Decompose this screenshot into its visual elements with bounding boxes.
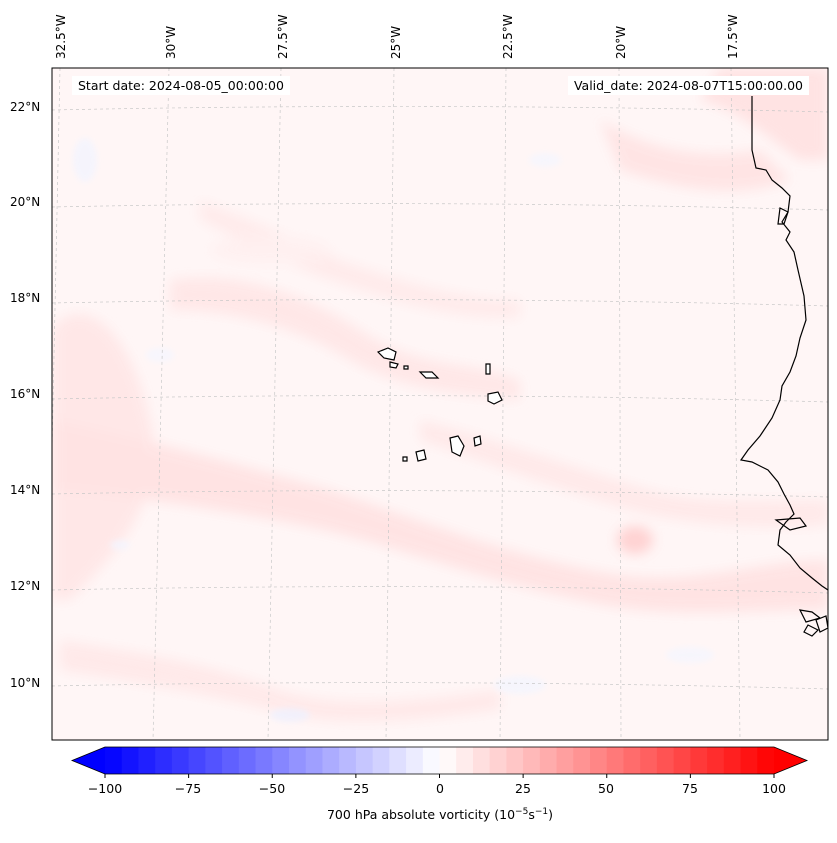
colorbar-segment [171, 747, 190, 774]
colorbar-segment [640, 747, 658, 774]
colorbar-segment [255, 747, 273, 774]
lat-label: 20°N [10, 195, 41, 209]
colorbar-segment [305, 747, 324, 774]
colorbar-segment [138, 747, 156, 774]
colorbar-segment [222, 747, 240, 774]
colorbar-tick-label: −25 [342, 781, 370, 796]
colorbar-segment [757, 747, 775, 774]
colorbar-segment [456, 747, 474, 774]
colorbar-segment [422, 747, 441, 774]
colorbar-extend-min [72, 747, 105, 774]
colorbar-segment [439, 747, 457, 774]
lon-label: 22.5°W [501, 14, 515, 59]
colorbar-segment [707, 747, 725, 774]
colorbar-segment [155, 747, 173, 774]
colorbar-segment [472, 747, 491, 774]
colorbar-title: 700 hPa absolute vorticity (10−5s−1) [326, 807, 553, 823]
lon-label: 25°W [389, 25, 403, 59]
colorbar-segment [322, 747, 340, 774]
colorbar-tick-label: 50 [598, 781, 614, 796]
colorbar-segment [656, 747, 675, 774]
colorbar-segment [288, 747, 307, 774]
lat-label: 16°N [10, 387, 41, 401]
colorbar-segment [690, 747, 708, 774]
colorbar-segment [573, 747, 591, 774]
lat-label: 10°N [10, 676, 41, 690]
lat-label: 18°N [10, 291, 41, 305]
colorbar-segment [272, 747, 290, 774]
colorbar-segment [188, 747, 206, 774]
vorticity-field [52, 68, 828, 740]
colorbar-segment [389, 747, 407, 774]
colorbar-segment [372, 747, 390, 774]
colorbar-segment [556, 747, 574, 774]
map-frame [51, 67, 829, 741]
lat-label: 14°N [10, 483, 41, 497]
colorbar-segment [740, 747, 758, 774]
colorbar-tick-label: −50 [258, 781, 286, 796]
graticule [52, 68, 828, 740]
lon-label: 20°W [614, 25, 628, 59]
lon-label: 27.5°W [276, 14, 290, 59]
colorbar [70, 746, 809, 778]
colorbar-segment [539, 747, 558, 774]
colorbar-segment [506, 747, 524, 774]
colorbar-segment [339, 747, 357, 774]
colorbar-tick-label: 100 [762, 781, 786, 796]
colorbar-segment [238, 747, 257, 774]
lon-label: 32.5°W [54, 14, 68, 59]
colorbar-tick-label: 75 [682, 781, 698, 796]
colorbar-tick-label: −100 [87, 781, 123, 796]
colorbar-segment [406, 747, 424, 774]
colorbar-segment [523, 747, 541, 774]
lat-label: 12°N [10, 579, 41, 593]
colorbar-segment [606, 747, 625, 774]
colorbar-segment [205, 747, 223, 774]
colorbar-extend-max [774, 747, 807, 774]
start-date-label: Start date: 2024-08-05_00:00:00 [72, 76, 290, 95]
colorbar-segment [723, 747, 742, 774]
valid-date-label: Valid_date: 2024-08-07T15:00:00.00 [567, 76, 809, 95]
lon-label: 30°W [164, 25, 178, 59]
colorbar-segment [489, 747, 507, 774]
colorbar-segment [590, 747, 608, 774]
colorbar-tick-label: −75 [174, 781, 202, 796]
colorbar-tick-label: 0 [436, 781, 444, 796]
lat-label: 22°N [10, 100, 41, 114]
lon-label: 17.5°W [726, 14, 740, 59]
colorbar-tick-label: 25 [515, 781, 531, 796]
colorbar-segment [673, 747, 691, 774]
cape-verde-islands [376, 347, 503, 462]
africa-coastline [739, 96, 828, 637]
colorbar-segment [121, 747, 140, 774]
colorbar-segment [623, 747, 641, 774]
colorbar-segment [355, 747, 374, 774]
colorbar-segment [105, 747, 123, 774]
